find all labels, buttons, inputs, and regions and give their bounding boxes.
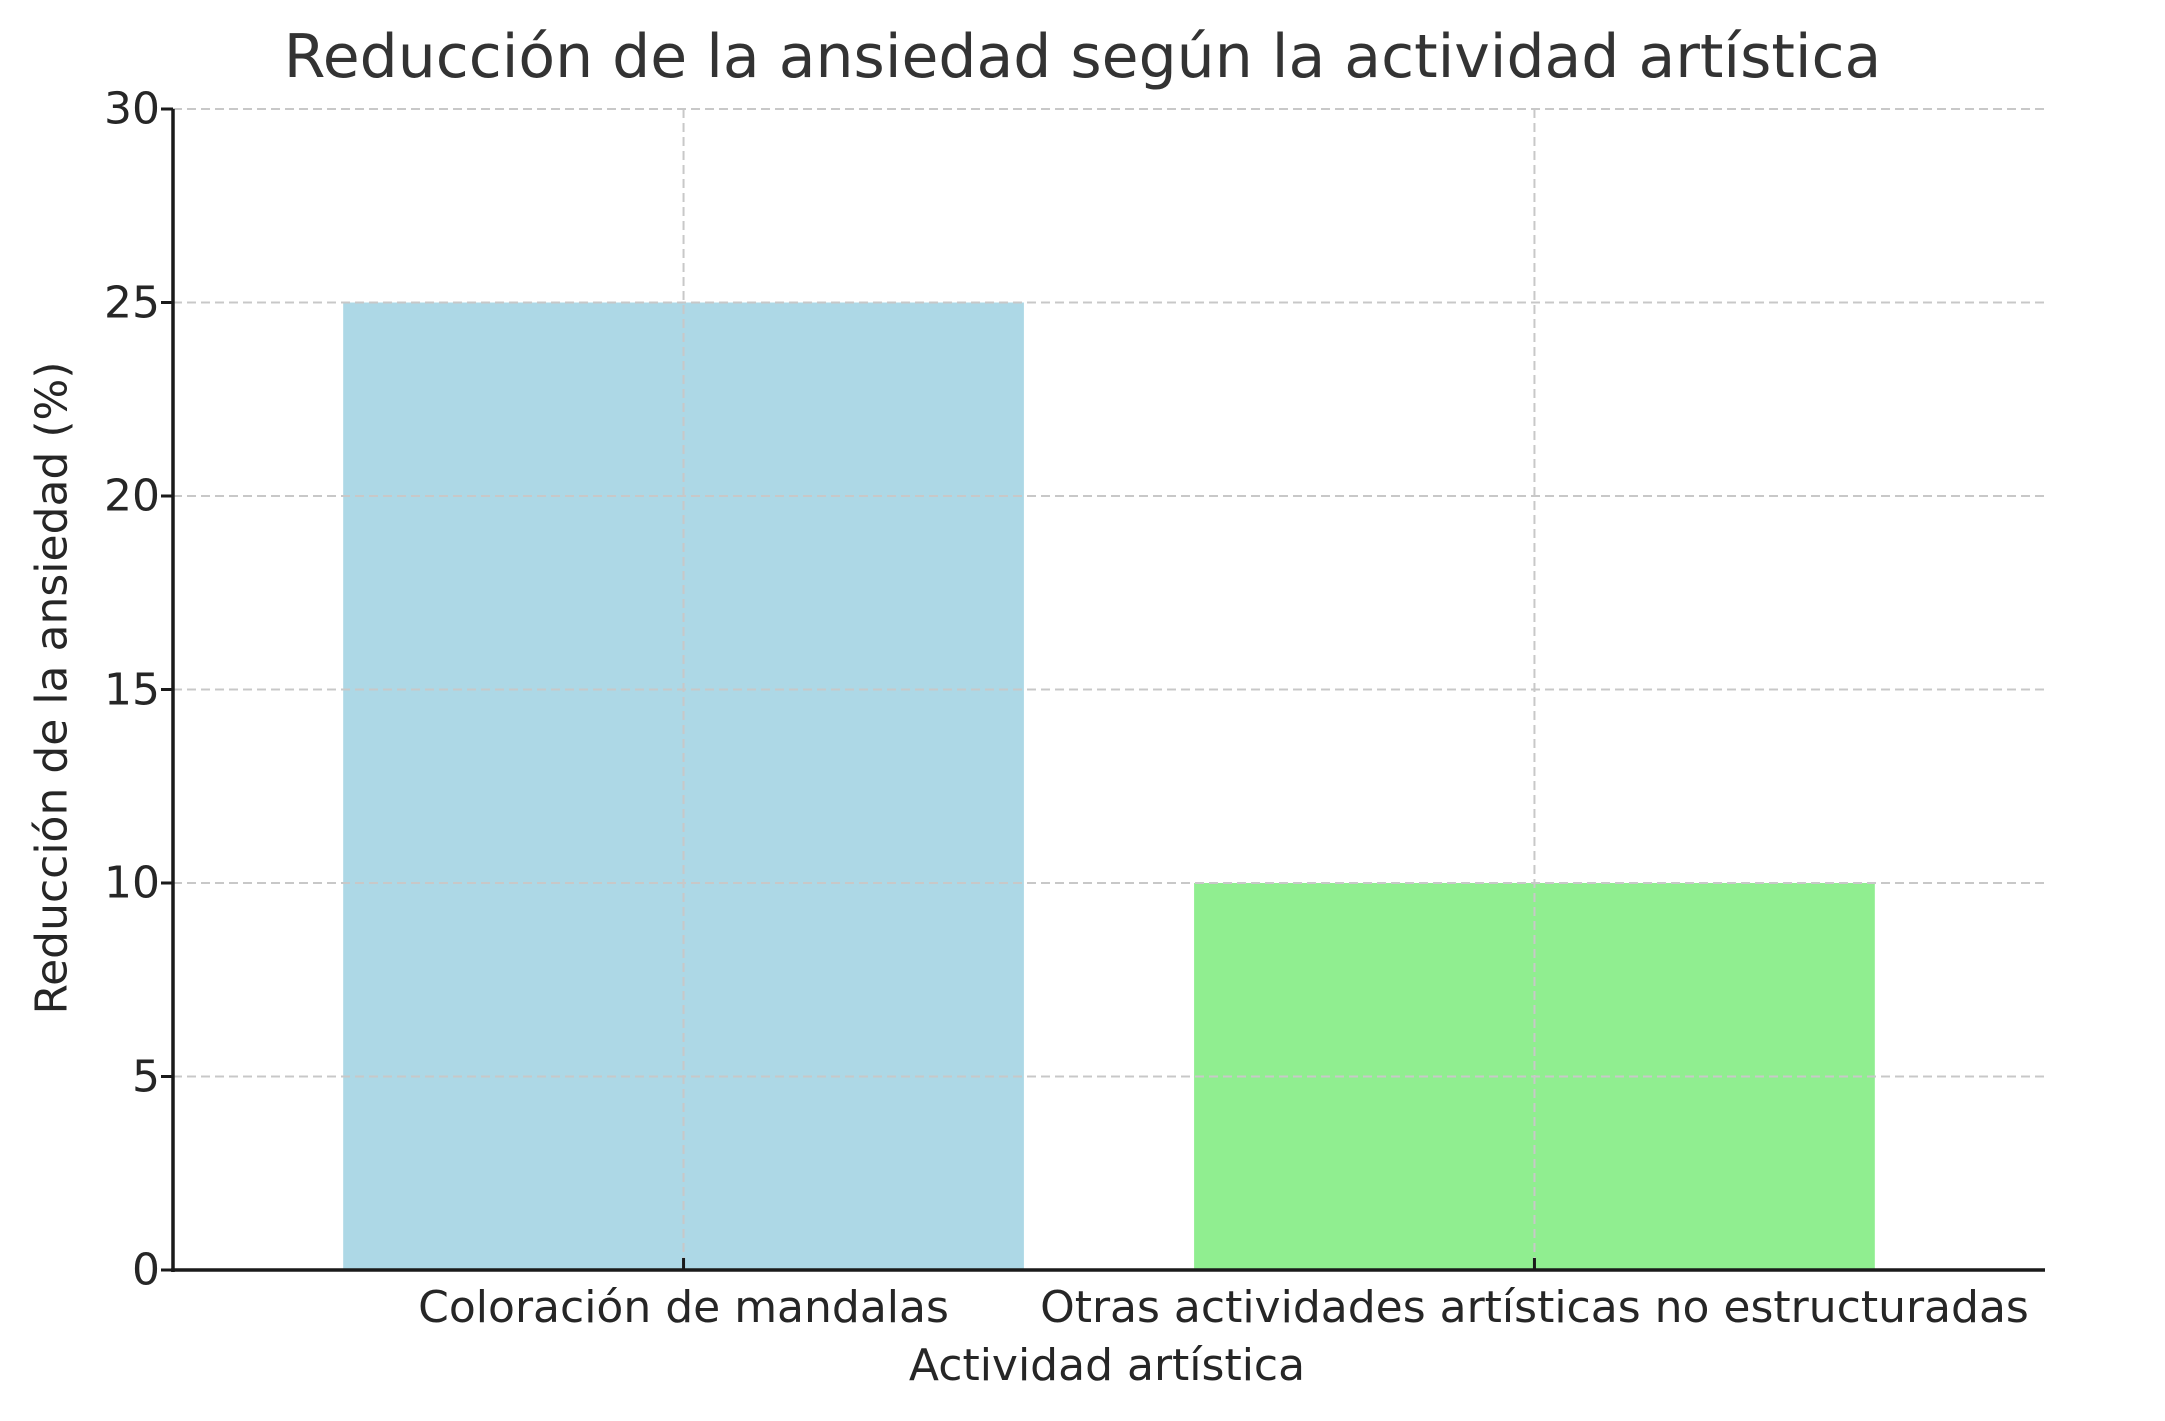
x-tick-label: Otras actividades artísticas no estructu… [1040,1282,2029,1333]
y-tick-label: 15 [104,664,160,715]
x-tick-label: Coloración de mandalas [418,1282,949,1333]
y-tick-label: 10 [104,857,160,909]
y-tick-label: 25 [104,277,160,328]
y-tick-label: 0 [132,1244,160,1296]
y-tick-label: 5 [132,1051,160,1102]
y-tick-label: 30 [104,83,160,135]
chart-title: Reducción de la ansiedad según la activi… [283,22,1882,92]
y-tick-label: 20 [104,470,160,522]
x-axis-label: Actividad artística [908,1340,1306,1391]
